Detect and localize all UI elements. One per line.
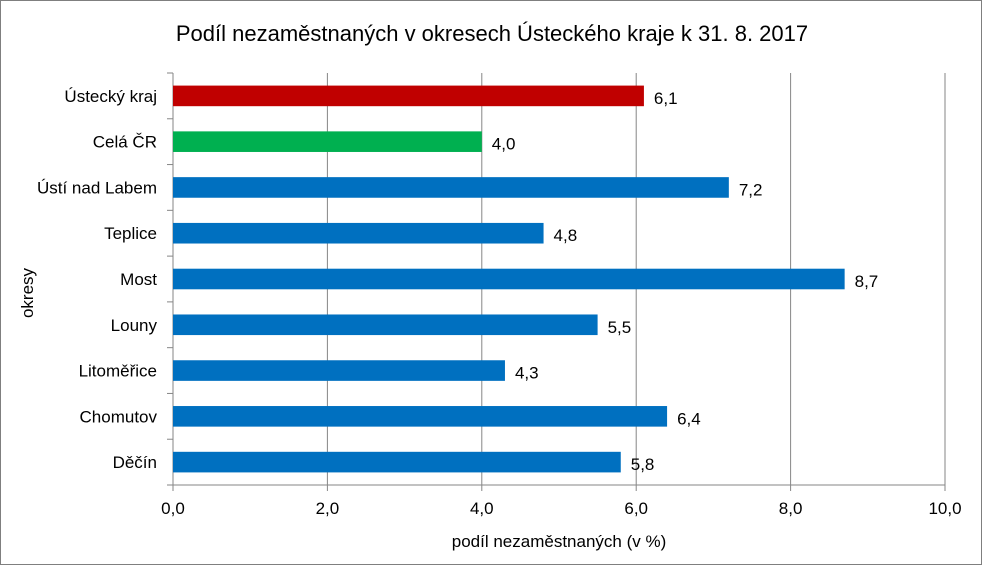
bar	[173, 406, 668, 427]
category-label: Louny	[111, 316, 158, 335]
data-label: 4,0	[492, 135, 516, 154]
category-label: Celá ČR	[93, 133, 157, 152]
data-label: 4,8	[554, 226, 578, 245]
chart-title: Podíl nezaměstnaných v okresech Ústeckéh…	[176, 21, 808, 46]
data-label: 6,1	[654, 89, 678, 108]
bar	[173, 131, 482, 152]
category-label: Litoměřice	[79, 362, 157, 381]
category-label: Děčín	[113, 453, 157, 472]
category-label: Ústecký kraj	[64, 87, 157, 106]
bars	[173, 85, 845, 473]
y-axis-title: okresy	[18, 267, 37, 318]
x-tick-label: 6,0	[624, 499, 648, 518]
category-labels: Ústecký kraj Celá ČR Ústí nad Labem Teplice…	[37, 87, 158, 472]
bar	[173, 85, 644, 107]
bar	[173, 177, 729, 198]
data-label: 5,5	[608, 318, 632, 337]
bar	[173, 360, 505, 381]
category-label: Teplice	[104, 224, 157, 243]
bar	[173, 222, 544, 244]
x-tick-label: 10,0	[928, 499, 961, 518]
data-label: 7,2	[739, 180, 763, 199]
data-label: 8,7	[855, 272, 879, 291]
bar	[173, 314, 598, 336]
category-label: Most	[120, 270, 157, 289]
x-tick-label: 2,0	[316, 499, 340, 518]
bar	[173, 451, 621, 473]
x-axis-title: podíl nezaměstnaných (v %)	[452, 532, 667, 551]
data-label: 4,3	[515, 364, 539, 383]
category-label: Chomutov	[80, 407, 158, 426]
data-label: 6,4	[677, 409, 701, 428]
data-label: 5,8	[631, 455, 655, 474]
x-tick-label: 8,0	[779, 499, 803, 518]
data-labels: 6,1 4,0 7,2 4,8 8,7 5,5 4,3 6,4 5,8	[492, 89, 878, 474]
x-tick-label: 0,0	[161, 499, 185, 518]
x-tick-label: 4,0	[470, 499, 494, 518]
bar	[173, 268, 845, 290]
category-label: Ústí nad Labem	[37, 178, 157, 197]
x-tick-labels: 0,0 2,0 4,0 6,0 8,0 10,0	[161, 499, 961, 518]
